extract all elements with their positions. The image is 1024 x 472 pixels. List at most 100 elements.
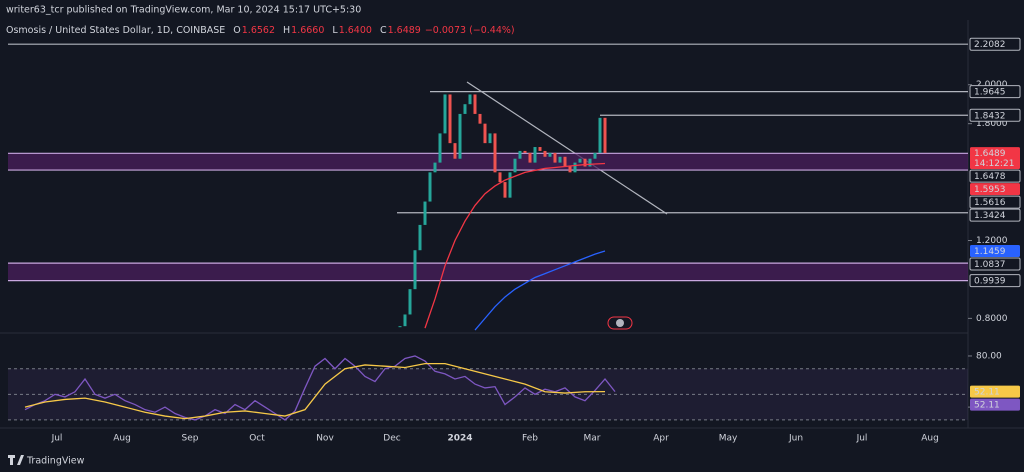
axis-label: 1.0837 — [974, 260, 1006, 270]
axis-label-box — [969, 85, 1021, 99]
candle — [578, 158, 582, 163]
rsi-ma-line — [24, 362, 606, 420]
x-tick-label: Aug — [921, 434, 939, 444]
candle — [483, 123, 487, 144]
axis-label: 1.6478 — [974, 172, 1006, 182]
x-tick-label: Mar — [584, 434, 601, 444]
candle — [403, 314, 407, 327]
candle — [553, 152, 557, 163]
axis-label-box — [969, 37, 1021, 51]
candle — [558, 156, 562, 163]
trend-line — [466, 81, 668, 215]
candle — [433, 162, 437, 173]
x-tick-label: Jul — [51, 434, 63, 444]
candle — [503, 182, 507, 198]
x-tick-label: Feb — [522, 434, 538, 444]
candle — [418, 224, 422, 251]
legend-item: 1.6562 — [242, 25, 275, 36]
axis-label-box — [969, 208, 1021, 222]
candle — [488, 133, 492, 144]
candle — [468, 94, 472, 105]
legend-item: −0.0073 (−0.44%) — [425, 25, 515, 36]
candle — [573, 162, 577, 173]
toggle-dot[interactable] — [616, 319, 624, 327]
axis-label-box — [970, 245, 1020, 258]
candle — [458, 113, 462, 159]
last-price-label — [970, 147, 1020, 170]
candle — [513, 158, 517, 173]
logo — [8, 455, 24, 465]
legend-item: L — [332, 25, 338, 36]
axis-label: 2.2082 — [974, 40, 1006, 50]
indicator-toggle[interactable] — [607, 316, 633, 330]
candle — [498, 172, 502, 183]
publisher: writer63_tcr published on TradingView.co… — [6, 5, 361, 16]
axis-label: 0.9939 — [974, 277, 1006, 287]
y-tick-label: 1.2000 — [976, 236, 1008, 246]
x-tick-label: Jun — [788, 434, 803, 444]
x-tick-label: Oct — [249, 434, 265, 444]
x-tick-label: Dec — [383, 434, 400, 444]
rsi-line — [24, 355, 616, 421]
zone — [8, 153, 968, 171]
ma-red — [424, 162, 606, 329]
axis-label-box — [969, 108, 1021, 122]
legend-item: 1.6660 — [291, 25, 324, 36]
candle — [478, 113, 482, 124]
x-tick-label: May — [719, 434, 738, 444]
legend-item: O — [233, 25, 240, 36]
x-tick-label: Jul — [856, 434, 868, 444]
candle — [508, 172, 512, 198]
brand: TradingView — [26, 456, 85, 467]
axis-label: 1.8432 — [974, 111, 1006, 121]
candle — [583, 158, 587, 167]
legend-item: 1.6400 — [339, 25, 372, 36]
axis-label-box — [969, 274, 1021, 288]
candle — [453, 143, 457, 159]
candle — [548, 152, 552, 157]
y-tick-label: 80.00 — [976, 351, 1002, 361]
candle — [543, 150, 547, 157]
legend-item: Osmosis / United States Dollar, 1D, COIN… — [6, 25, 225, 36]
candle — [523, 150, 527, 153]
y-tick-label: 0.8000 — [976, 314, 1008, 324]
legend-item: 1.6489 — [388, 25, 421, 36]
y-tick-label: 1.8000 — [976, 119, 1008, 129]
candle — [398, 326, 402, 328]
candle — [448, 94, 452, 144]
candle — [518, 150, 522, 159]
candle — [563, 156, 567, 167]
axis-label-box — [970, 398, 1020, 411]
candle — [493, 133, 497, 173]
candle — [423, 201, 427, 225]
axis-label: 52.11 — [974, 388, 1000, 398]
legend-item: C — [380, 25, 387, 36]
axis-label-box — [969, 195, 1021, 209]
legend: Osmosis / United States Dollar, 1D, COIN… — [6, 25, 515, 36]
x-tick-label: Nov — [316, 434, 334, 444]
axis-label-box — [969, 169, 1021, 183]
axis-label-box — [970, 385, 1020, 398]
axis-label: 1.1459 — [974, 247, 1006, 257]
candle — [538, 147, 542, 151]
candle — [473, 94, 477, 114]
candle — [408, 289, 412, 315]
axis-label: 1.5953 — [974, 185, 1006, 195]
toggle-frame[interactable] — [607, 316, 633, 330]
candle — [603, 117, 607, 154]
axis-label-box — [969, 257, 1021, 271]
axis-label: 14:12:21 — [974, 159, 1014, 169]
ma-blue — [474, 250, 606, 331]
x-tick-label: 2024 — [447, 434, 472, 444]
zone — [8, 263, 968, 281]
candle — [588, 158, 592, 167]
axis-label: 1.9645 — [974, 88, 1006, 98]
axis-label: 1.6489 — [974, 149, 1006, 159]
candle — [568, 166, 572, 173]
candle — [438, 133, 442, 163]
candle — [443, 94, 447, 134]
legend-item: H — [283, 25, 290, 36]
